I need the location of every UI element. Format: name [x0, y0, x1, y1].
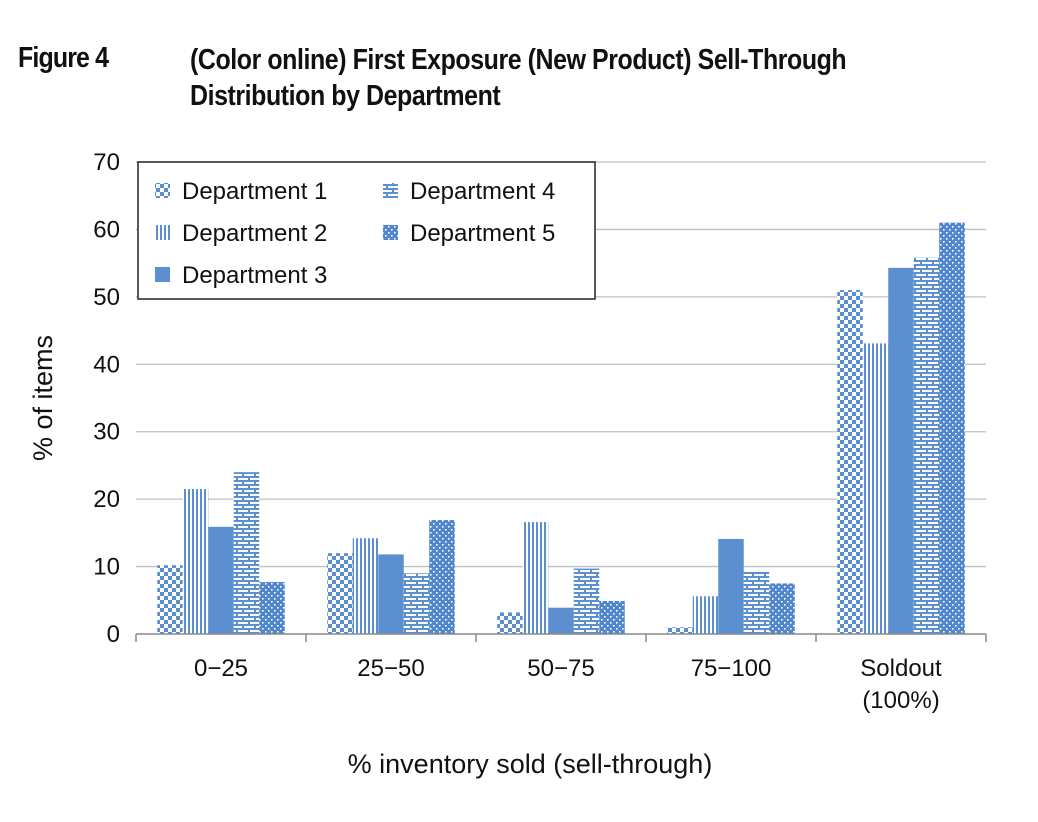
- bar-department-2-cat-5: [862, 343, 889, 634]
- figure-title: (Color online) First Exposure (New Produ…: [190, 42, 964, 114]
- y-tick-label: 70: [93, 149, 120, 176]
- bar-department-4-cat-4: [743, 571, 770, 634]
- axes: 0 10 20 30 40 50 60 70 0−25 25−50 50−75 75−100 Soldo…: [93, 149, 987, 714]
- x-tick-label: 0−25: [194, 655, 248, 682]
- bar-department-5-cat-3: [599, 600, 625, 634]
- bar-department-3-cat-2: [378, 554, 404, 634]
- legend-box: [137, 161, 596, 300]
- bar-department-3-cat-4: [718, 538, 744, 634]
- legend-label: Department 2: [182, 220, 327, 247]
- legend-label: Department 1: [182, 178, 327, 205]
- x-axis-title: % inventory sold (sell-through): [348, 749, 713, 779]
- x-tick-label: 25−50: [357, 655, 424, 682]
- y-tick-label: 30: [93, 419, 120, 446]
- x-tick-label: Soldout: [860, 655, 942, 682]
- y-tick-label: 20: [93, 486, 120, 513]
- bar-department-5-cat-1: [259, 582, 285, 634]
- bar-department-3-cat-1: [208, 526, 234, 634]
- bar-department-5-cat-2: [429, 520, 455, 634]
- bar-department-1-cat-1: [157, 565, 183, 634]
- legend-swatch: [383, 225, 398, 240]
- x-tick-label: 50−75: [527, 655, 594, 682]
- bar-department-4-cat-3: [573, 568, 600, 634]
- y-tick-label: 10: [93, 554, 120, 581]
- x-tick-label: 75−100: [691, 655, 772, 682]
- legend-swatch: [155, 267, 170, 282]
- bar-department-3-cat-3: [548, 607, 574, 634]
- legend-label: Department 5: [410, 220, 555, 247]
- y-tick-label: 50: [93, 284, 120, 311]
- bar-department-4-cat-5: [913, 257, 940, 634]
- bar-department-5-cat-5: [939, 222, 965, 634]
- bar-department-5-cat-4: [769, 583, 795, 634]
- bars: [157, 222, 965, 634]
- figure-label: Figure 4: [18, 42, 109, 74]
- bar-department-2-cat-3: [522, 522, 549, 634]
- legend-swatch: [155, 183, 170, 198]
- y-tick-label: 60: [93, 216, 120, 243]
- y-tick-label: 0: [107, 621, 120, 648]
- bar-department-1-cat-5: [837, 290, 863, 634]
- bar-department-1-cat-3: [497, 612, 523, 634]
- bar-department-2-cat-2: [352, 538, 379, 634]
- legend-label: Department 4: [410, 178, 555, 205]
- y-tick-label: 40: [93, 351, 120, 378]
- bar-department-1-cat-4: [667, 627, 693, 634]
- bar-department-4-cat-2: [403, 573, 430, 634]
- bar-department-1-cat-2: [327, 553, 353, 634]
- bar-department-2-cat-4: [692, 596, 719, 634]
- legend-label: Department 3: [182, 262, 327, 289]
- legend-swatch: [383, 183, 398, 198]
- bar-department-4-cat-1: [233, 472, 260, 634]
- x-tick-label: (100%): [862, 687, 939, 714]
- figure-title-line-2: Distribution by Department: [190, 80, 501, 112]
- legend-swatch: [155, 225, 170, 240]
- legend: Department 1 Department 2 Department 3 Depa…: [137, 161, 596, 300]
- figure-title-line-1: (Color online) First Exposure (New Produ…: [190, 44, 847, 76]
- bar-department-2-cat-1: [182, 489, 209, 634]
- bar-department-3-cat-5: [888, 267, 914, 634]
- y-axis-title: % of items: [28, 335, 58, 461]
